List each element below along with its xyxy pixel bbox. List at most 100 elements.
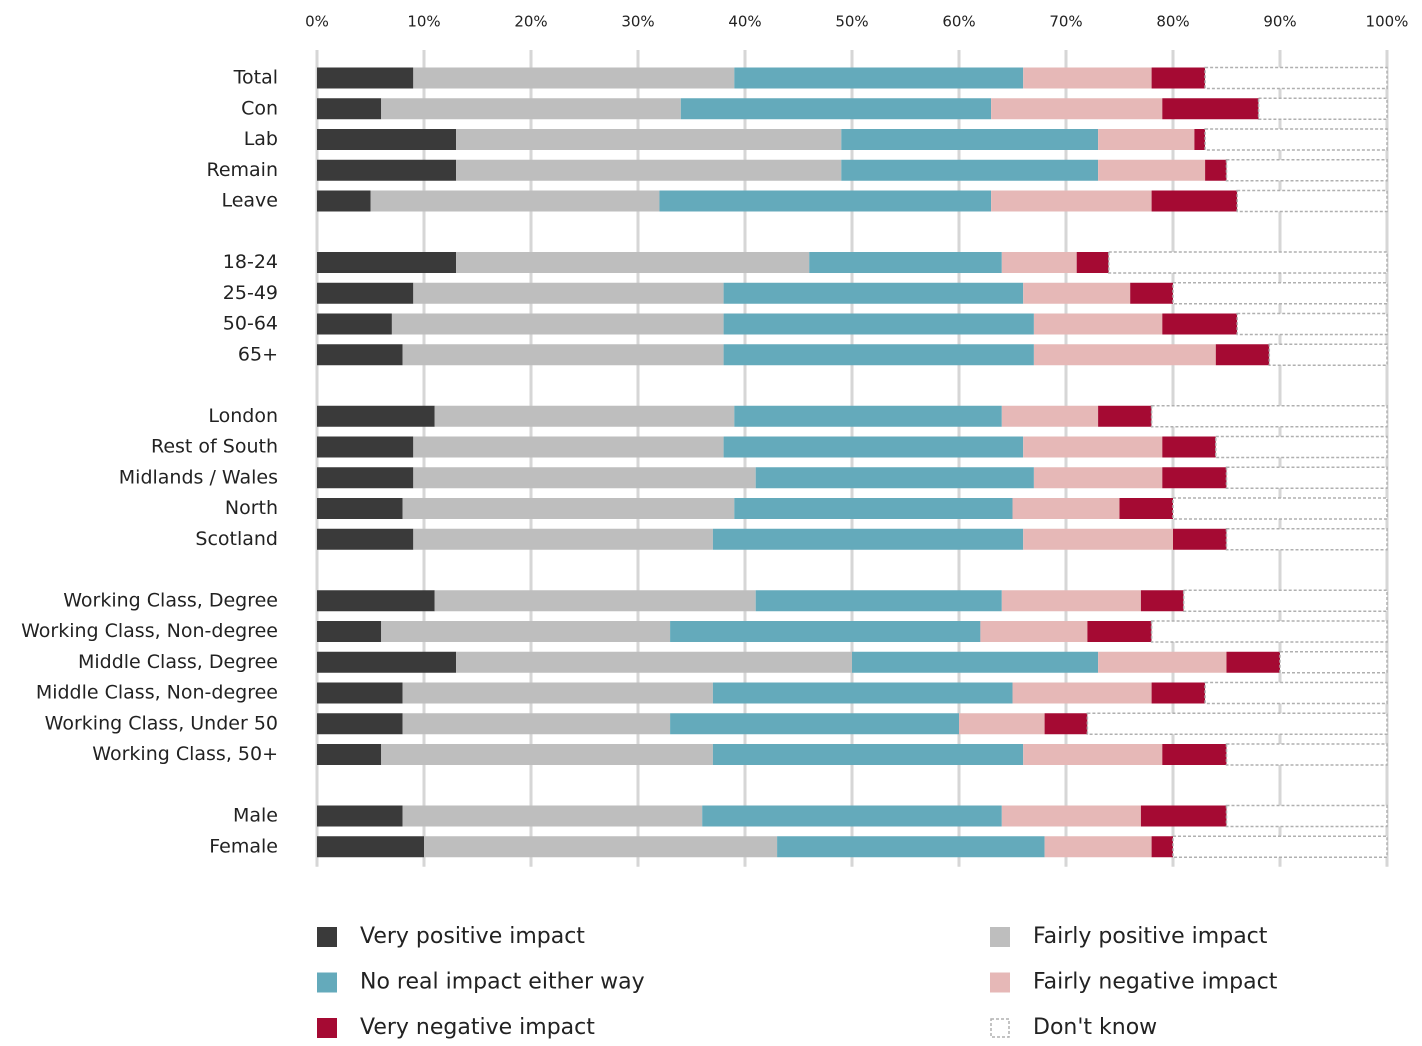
bar-segment — [317, 190, 371, 212]
bar-segment — [317, 159, 457, 181]
bar-segment — [402, 498, 735, 519]
x-tick-label: 40% — [728, 13, 761, 31]
bar-segment — [1182, 589, 1388, 612]
legend-label: Fairly negative impact — [1033, 970, 1278, 995]
bar-segment — [755, 590, 1002, 612]
bar-segment — [1194, 129, 1206, 150]
bar-segment — [456, 159, 842, 181]
bar-segment — [712, 528, 1024, 550]
y-tick-label: 18-24 — [223, 251, 278, 273]
bar-segment — [1098, 129, 1195, 150]
bar-segment — [413, 282, 724, 304]
bar-segment — [755, 467, 1034, 489]
bar-segment — [723, 313, 1034, 335]
bar-segment — [1225, 528, 1388, 551]
bar-segment — [1098, 405, 1152, 427]
bar-segment — [1108, 251, 1388, 274]
bar-segment — [317, 67, 414, 89]
bar-segment — [1098, 651, 1227, 673]
bar-segment — [317, 621, 382, 642]
bar-segment — [402, 682, 713, 704]
legend-label: Don't know — [1033, 1015, 1157, 1040]
bar-segment — [402, 713, 671, 735]
bar-segment — [680, 98, 992, 120]
bar-segment — [1225, 159, 1388, 182]
bar-segment — [1150, 620, 1388, 643]
bar-segment — [381, 621, 671, 642]
bar-segment — [1001, 805, 1141, 827]
bar-segment — [1204, 128, 1388, 151]
bar-segment — [317, 436, 414, 458]
bar-segment — [1087, 621, 1152, 642]
legend-swatch — [990, 1018, 1010, 1038]
bar-segment — [434, 590, 756, 612]
bar-segment — [991, 98, 1163, 120]
y-tick-label: Scotland — [195, 528, 278, 550]
bar-segment — [456, 129, 842, 150]
bar-segment — [1001, 405, 1099, 427]
bar-segment — [1162, 744, 1227, 765]
bar-segment — [1225, 743, 1388, 766]
bar-segment — [1204, 681, 1388, 705]
bar-segment — [1151, 836, 1173, 858]
bar-segment — [381, 98, 681, 120]
legend-swatch — [317, 1018, 337, 1038]
bar-segment — [734, 498, 1013, 519]
bar-segment — [317, 467, 414, 489]
bar-segment — [1236, 312, 1388, 336]
bar-segment — [1012, 498, 1120, 519]
bar-segment — [1257, 97, 1388, 120]
bar-segment — [317, 313, 392, 335]
bar-segment — [1023, 528, 1173, 550]
y-tick-label: 50-64 — [223, 313, 278, 335]
bar-segment — [841, 159, 1099, 181]
x-tick-label: 70% — [1049, 13, 1082, 31]
y-tick-label: Lab — [244, 128, 278, 150]
bar-segment — [456, 252, 810, 273]
y-tick-label: Working Class, 50+ — [92, 743, 278, 765]
bar-segment — [317, 405, 435, 427]
bar-segment — [413, 528, 713, 550]
x-tick-label: 30% — [621, 13, 654, 31]
bar-segment — [317, 252, 457, 273]
bar-segment — [723, 282, 1024, 304]
x-tick-label: 10% — [407, 13, 440, 31]
bar-segment — [712, 682, 1013, 704]
bar-segment — [317, 836, 424, 858]
bar-segment — [317, 282, 414, 304]
bar-segment — [1150, 405, 1388, 428]
bar-segment — [723, 436, 1024, 458]
bar-segment — [1162, 467, 1227, 489]
bar-segment — [456, 651, 852, 673]
bar-segment — [702, 805, 1002, 827]
bar-segment — [1140, 590, 1184, 612]
y-tick-label: Middle Class, Non-degree — [36, 682, 278, 704]
bar-segment — [1226, 651, 1280, 673]
bar-segment — [1162, 436, 1216, 458]
bar-segment — [991, 190, 1152, 212]
bar-segment — [317, 344, 403, 366]
y-tick-label: Male — [233, 805, 278, 827]
bar-segment — [1023, 67, 1152, 89]
bar-segment — [1033, 344, 1216, 366]
bar-segment — [1225, 466, 1388, 489]
bar-segment — [1076, 252, 1109, 273]
bar-segment — [317, 744, 382, 765]
y-tick-label: Middle Class, Degree — [78, 651, 278, 673]
bar-segment — [1225, 804, 1388, 828]
legend-label: Fairly positive impact — [1033, 924, 1268, 949]
bar-segment — [734, 405, 1002, 427]
bar-segment — [317, 129, 457, 150]
bar-segment — [1086, 712, 1388, 735]
bar-segment — [852, 651, 1099, 673]
bar-segment — [317, 590, 435, 612]
bar-segment — [1172, 835, 1388, 858]
y-tick-label: Female — [209, 835, 278, 857]
y-tick-label: Working Class, Non-degree — [21, 620, 278, 642]
bar-segment — [1204, 66, 1388, 90]
bar-segment — [317, 498, 403, 519]
bar-segment — [980, 621, 1088, 642]
y-tick-label: Leave — [221, 190, 278, 212]
bar-segment — [1033, 313, 1163, 335]
